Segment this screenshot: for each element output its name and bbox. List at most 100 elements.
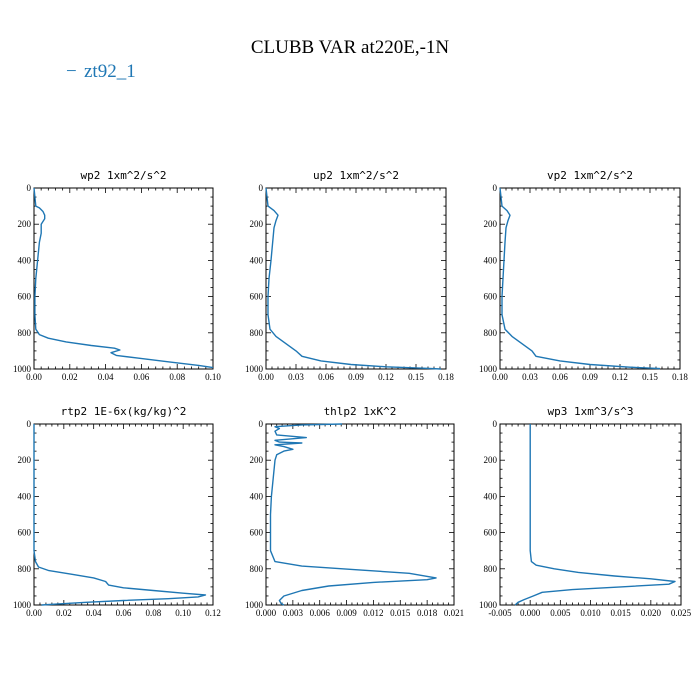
y-tick-label: 600 bbox=[18, 528, 32, 538]
y-tick-label: 200 bbox=[18, 455, 32, 465]
x-tick-label: -0.005 bbox=[488, 608, 512, 618]
panel-title: up2 1xm^2/s^2 bbox=[313, 169, 399, 182]
panel-title: vp2 1xm^2/s^2 bbox=[547, 169, 633, 182]
y-tick-label: 1000 bbox=[245, 364, 264, 374]
x-tick-label: 0.020 bbox=[641, 608, 662, 618]
x-tick-label: 0.03 bbox=[288, 372, 304, 382]
plot-frame bbox=[265, 187, 447, 370]
x-tick-label: 0.09 bbox=[348, 372, 364, 382]
x-tick-label: 0.10 bbox=[175, 608, 191, 618]
y-tick-label: 800 bbox=[18, 328, 32, 338]
x-tick-label: 0.15 bbox=[408, 372, 424, 382]
series-line bbox=[33, 187, 214, 369]
y-tick-label: 0 bbox=[493, 419, 498, 429]
y-tick-label: 800 bbox=[18, 564, 32, 574]
x-tick-label: 0.08 bbox=[169, 372, 185, 382]
panel-title: wp3 1xm^3/s^3 bbox=[547, 405, 633, 418]
y-tick-label: 1000 bbox=[13, 364, 32, 374]
series-line bbox=[33, 424, 207, 606]
x-tick-label: 0.12 bbox=[612, 372, 628, 382]
panel-2: vp2 1xm^2/s^2 0.00 0.03 0.06 0.09 0.12 0.15 0.1… bbox=[479, 169, 688, 382]
x-tick-label: 0.06 bbox=[134, 372, 150, 382]
legend-label: zt92_1 bbox=[84, 61, 136, 82]
x-tick-label: 0.12 bbox=[205, 608, 221, 618]
y-tick-label: 600 bbox=[484, 292, 498, 302]
y-tick-label: 600 bbox=[484, 528, 498, 538]
y-tick-label: 200 bbox=[484, 219, 498, 229]
figure-title: CLUBB VAR at220E,-1N bbox=[251, 37, 450, 58]
panels-grid: wp2 1xm^2/s^2 0.00 0.02 0.04 0.06 0.08 0.10 0 20… bbox=[13, 169, 692, 618]
panel-1: up2 1xm^2/s^2 0.00 0.03 0.06 0.09 0.12 0.15 0.1… bbox=[245, 169, 454, 382]
y-tick-label: 1000 bbox=[245, 600, 264, 610]
series-line bbox=[514, 424, 676, 606]
x-tick-label: 0.015 bbox=[611, 608, 632, 618]
y-tick-label: 1000 bbox=[479, 364, 498, 374]
legend: − zt92_1 bbox=[66, 61, 136, 82]
y-tick-label: 200 bbox=[484, 455, 498, 465]
x-tick-label: 0.18 bbox=[672, 372, 688, 382]
x-tick-label: 0.000 bbox=[256, 608, 277, 618]
y-tick-label: 400 bbox=[18, 491, 32, 501]
x-tick-label: 0.04 bbox=[98, 372, 114, 382]
panel-4: thlp2 1xK^2 0.000 0.003 0.006 0.009 0.012 0.01… bbox=[245, 405, 464, 618]
y-tick-label: 400 bbox=[484, 491, 498, 501]
panel-5: wp3 1xm^3/s^3 -0.005 0.000 0.005 0.010 0.015 0… bbox=[479, 405, 692, 618]
panel-title: thlp2 1xK^2 bbox=[324, 405, 397, 418]
series-line bbox=[265, 187, 442, 370]
x-tick-label: 0.02 bbox=[62, 372, 78, 382]
x-tick-label: 0.015 bbox=[390, 608, 411, 618]
y-tick-label: 400 bbox=[484, 255, 498, 265]
x-tick-label: 0.00 bbox=[26, 608, 42, 618]
x-tick-label: 0.018 bbox=[417, 608, 438, 618]
x-tick-label: 0.012 bbox=[363, 608, 383, 618]
y-tick-label: 0 bbox=[259, 183, 264, 193]
x-tick-label: 0.010 bbox=[580, 608, 601, 618]
y-tick-label: 200 bbox=[250, 455, 264, 465]
y-tick-label: 800 bbox=[250, 328, 264, 338]
x-tick-label: 0.06 bbox=[116, 608, 132, 618]
y-tick-label: 800 bbox=[250, 564, 264, 574]
plot-frame bbox=[499, 187, 681, 370]
y-tick-label: 1000 bbox=[479, 600, 498, 610]
x-tick-label: 0.18 bbox=[438, 372, 454, 382]
y-tick-label: 0 bbox=[493, 183, 498, 193]
legend-marker: − bbox=[66, 61, 77, 82]
x-tick-label: 0.021 bbox=[444, 608, 464, 618]
y-tick-label: 1000 bbox=[13, 600, 32, 610]
x-tick-label: 0.09 bbox=[582, 372, 598, 382]
y-tick-label: 600 bbox=[250, 292, 264, 302]
x-tick-label: 0.003 bbox=[283, 608, 304, 618]
panel-3: rtp2 1E-6x(kg/kg)^2 0.00 0.02 0.04 0.06 0.08 0… bbox=[13, 405, 221, 618]
y-tick-label: 600 bbox=[250, 528, 264, 538]
y-tick-label: 600 bbox=[18, 292, 32, 302]
series-line bbox=[269, 423, 437, 606]
x-tick-label: 0.00 bbox=[258, 372, 274, 382]
x-tick-label: 0.06 bbox=[552, 372, 568, 382]
x-tick-label: 0.10 bbox=[205, 372, 221, 382]
y-tick-label: 0 bbox=[27, 183, 32, 193]
x-tick-label: 0.04 bbox=[86, 608, 102, 618]
series-line bbox=[499, 187, 661, 370]
panel-title: rtp2 1E-6x(kg/kg)^2 bbox=[61, 405, 187, 418]
y-tick-label: 800 bbox=[484, 328, 498, 338]
plot-frame bbox=[33, 423, 214, 606]
y-tick-label: 200 bbox=[18, 219, 32, 229]
x-tick-label: 0.03 bbox=[522, 372, 538, 382]
panel-title: wp2 1xm^2/s^2 bbox=[80, 169, 166, 182]
panel-0: wp2 1xm^2/s^2 0.00 0.02 0.04 0.06 0.08 0.10 0 20… bbox=[13, 169, 221, 382]
plot-frame bbox=[499, 423, 682, 606]
x-tick-label: 0.08 bbox=[145, 608, 161, 618]
x-tick-label: 0.15 bbox=[642, 372, 658, 382]
y-tick-label: 400 bbox=[250, 491, 264, 501]
y-tick-label: 400 bbox=[250, 255, 264, 265]
y-tick-label: 400 bbox=[18, 255, 32, 265]
x-tick-label: 0.025 bbox=[671, 608, 692, 618]
x-tick-label: 0.06 bbox=[318, 372, 334, 382]
plot-frame bbox=[33, 187, 214, 370]
y-tick-label: 800 bbox=[484, 564, 498, 574]
y-tick-label: 0 bbox=[27, 419, 32, 429]
x-tick-label: 0.005 bbox=[550, 608, 571, 618]
x-tick-label: 0.00 bbox=[26, 372, 42, 382]
x-tick-label: 0.02 bbox=[56, 608, 72, 618]
